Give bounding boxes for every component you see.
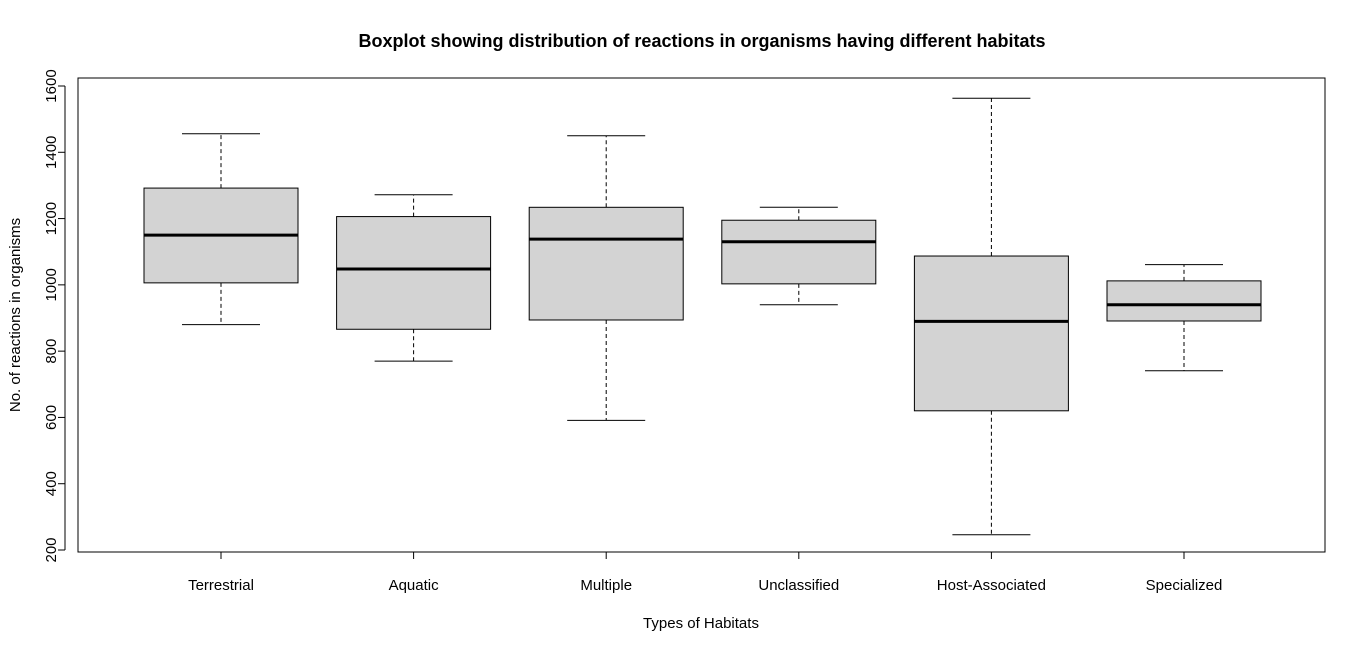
- x-axis-label: Types of Habitats: [643, 615, 759, 632]
- chart-title: Boxplot showing distribution of reaction…: [358, 31, 1045, 51]
- box-multiple: [528, 135, 684, 421]
- y-tick-label: 1000: [43, 268, 60, 301]
- box-aquatic: [336, 194, 492, 362]
- box-unclassified: [721, 206, 877, 306]
- iqr-box: [528, 206, 684, 321]
- iqr-box: [721, 219, 877, 285]
- x-tick-label: Specialized: [1146, 577, 1223, 594]
- x-tick-label: Unclassified: [758, 577, 839, 594]
- y-axis: 200 400 600 800 1000 1200 1400 1600: [43, 69, 66, 563]
- x-tick-label: Terrestrial: [188, 577, 254, 594]
- x-axis: Terrestrial Aquatic Multiple Unclassified Ho…: [188, 551, 1223, 594]
- box-terrestrial: [143, 133, 299, 326]
- box-specialized: [1106, 264, 1262, 372]
- x-tick-label: Host-Associated: [937, 577, 1046, 594]
- y-tick-label: 400: [43, 471, 60, 496]
- y-tick-label: 800: [43, 339, 60, 364]
- boxes-group: [143, 97, 1262, 536]
- iqr-box: [913, 255, 1069, 412]
- x-tick-label: Multiple: [580, 577, 632, 594]
- y-tick-label: 600: [43, 405, 60, 430]
- y-tick-label: 1200: [43, 202, 60, 235]
- y-tick-label: 200: [43, 537, 60, 562]
- y-axis-label: No. of reactions in organisms: [7, 218, 24, 412]
- box-host-associated: [913, 97, 1069, 536]
- y-tick-label: 1600: [43, 69, 60, 102]
- iqr-box: [1106, 280, 1262, 322]
- x-tick-label: Aquatic: [389, 577, 440, 594]
- y-tick-label: 1400: [43, 136, 60, 169]
- iqr-box: [336, 216, 492, 330]
